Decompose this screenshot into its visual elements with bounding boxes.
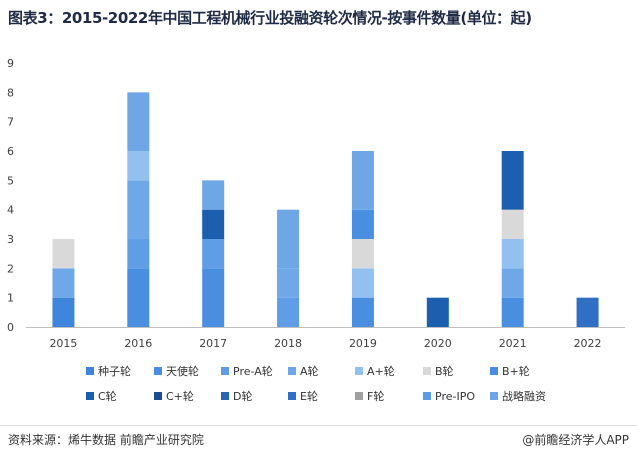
axis-layer: 0 1 2 3 4 5 6 7 8 9 2015 2016 2017 2018 2019 2020 2021 20… [7, 57, 625, 350]
bar-segment [426, 297, 449, 327]
legend-swatch [355, 367, 363, 375]
bar-segment [351, 209, 374, 239]
legend-label: D轮 [233, 389, 252, 403]
bar-segment [127, 180, 150, 239]
bar-segment [501, 297, 524, 327]
bar-segment [277, 268, 300, 298]
legend-swatch [221, 367, 229, 375]
y-tick-label: 9 [7, 57, 14, 70]
bar-segment [501, 151, 524, 210]
legend-swatch [221, 392, 229, 400]
x-tick-label: 2022 [574, 337, 602, 350]
legend-swatch [154, 392, 162, 400]
bar-segment [202, 239, 225, 269]
y-tick-label: 2 [7, 262, 14, 275]
bar-segment [202, 180, 225, 210]
legend-swatch [490, 367, 498, 375]
legend-label: A轮 [300, 364, 319, 378]
credit-note: @前瞻经济学人APP [522, 433, 629, 447]
bar-segment [501, 239, 524, 269]
y-tick-label: 1 [7, 292, 14, 305]
legend-swatch [490, 392, 498, 400]
legend-label: E轮 [300, 389, 318, 403]
source-note: 资料来源：烯牛数据 前瞻产业研究院 [8, 433, 204, 447]
legend-label: 天使轮 [166, 364, 199, 378]
y-tick-label: 3 [7, 233, 14, 246]
legend-label: F轮 [367, 389, 384, 403]
bar-segment [277, 209, 300, 269]
bar-segment [501, 209, 524, 239]
bar-segment [127, 268, 150, 327]
x-tick-label: 2021 [499, 337, 527, 350]
bar-segment [127, 239, 150, 269]
legend-label: B轮 [435, 364, 454, 378]
legend-label: Pre-IPO [435, 390, 475, 403]
legend-swatch [288, 367, 296, 375]
bars-layer [52, 92, 599, 327]
footer-divider [0, 425, 637, 426]
bar-segment [127, 151, 150, 181]
legend: 种子轮 天使轮 Pre-A轮 A轮 A+轮 B轮 B+轮 C轮 C+轮 D轮 E轮 F轮 Pre-IPO… [86, 364, 546, 403]
x-tick-label: 2015 [49, 337, 77, 350]
bar-segment [52, 268, 75, 298]
y-tick-label: 8 [7, 86, 14, 99]
legend-swatch [423, 392, 431, 400]
legend-swatch [154, 367, 162, 375]
x-tick-label: 2020 [424, 337, 452, 350]
bar-segment [52, 239, 75, 269]
legend-swatch [355, 392, 363, 400]
legend-swatch [288, 392, 296, 400]
bar-segment [576, 297, 599, 327]
bar-segment [351, 268, 374, 298]
x-tick-label: 2016 [124, 337, 152, 350]
bar-segment [127, 92, 150, 151]
legend-label: Pre-A轮 [233, 364, 273, 378]
stacked-bar-chart: 0 1 2 3 4 5 6 7 8 9 2015 2016 2017 2018 2019 2020 2021 20… [7, 57, 625, 403]
legend-label: 种子轮 [98, 364, 131, 378]
legend-label: 战略融资 [502, 389, 546, 403]
legend-label: A+轮 [367, 364, 395, 378]
bar-segment [277, 297, 300, 327]
bar-segment [501, 268, 524, 298]
y-tick-label: 5 [7, 174, 14, 187]
legend-swatch [86, 367, 94, 375]
x-tick-label: 2017 [199, 337, 227, 350]
bar-segment [202, 268, 225, 327]
y-tick-label: 0 [7, 321, 14, 334]
legend-swatch [423, 367, 431, 375]
y-tick-label: 6 [7, 145, 14, 158]
bar-segment [52, 297, 75, 327]
x-tick-label: 2019 [349, 337, 377, 350]
bar-segment [202, 209, 225, 239]
bar-segment [351, 239, 374, 269]
y-tick-label: 7 [7, 116, 14, 129]
y-tick-label: 4 [7, 204, 14, 217]
legend-label: C轮 [98, 389, 117, 403]
chart-title: 图表3：2015-2022年中国工程机械行业投融资轮次情况-按事件数量(单位：起… [8, 9, 532, 27]
legend-swatch [86, 392, 94, 400]
x-tick-label: 2018 [274, 337, 302, 350]
bar-segment [351, 297, 374, 327]
legend-label: B+轮 [502, 364, 530, 378]
bar-segment [351, 151, 374, 210]
legend-label: C+轮 [166, 389, 194, 403]
